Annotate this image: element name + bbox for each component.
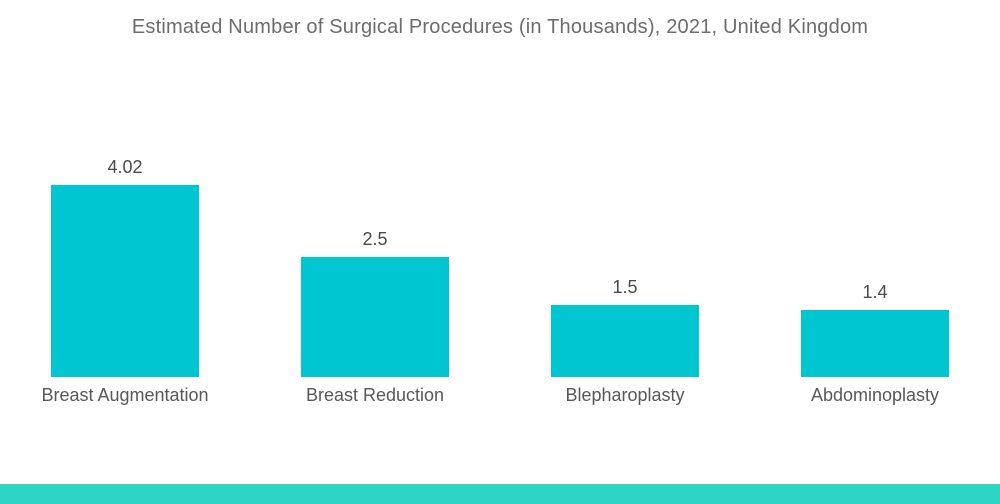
footer-band [0, 484, 1000, 504]
bar-value-label: 4.02 [107, 157, 143, 178]
bar [51, 185, 199, 377]
category-label: Abdominoplasty [810, 385, 940, 405]
category-label: Blepharoplasty [565, 385, 685, 405]
plot-area: 4.02 2.5 1.5 1.4 [0, 0, 1000, 377]
bar [551, 305, 699, 377]
category-labels: Breast Augmentation Breast Reduction Ble… [0, 385, 1000, 407]
bar-value-label: 1.5 [612, 277, 638, 298]
bar-column: 1.5 [500, 0, 750, 377]
bar-column: 1.4 [750, 0, 1000, 377]
bar-value-label: 2.5 [362, 229, 388, 250]
bar-value-label: 1.4 [862, 282, 888, 303]
bar [801, 310, 949, 377]
category-label: Breast Augmentation [41, 385, 209, 405]
chart-title: Estimated Number of Surgical Procedures … [131, 16, 869, 38]
category-label: Breast Reduction [305, 385, 445, 405]
bar-column: 4.02 [0, 0, 250, 377]
bar [301, 257, 449, 377]
bar-column: 2.5 [250, 0, 500, 377]
